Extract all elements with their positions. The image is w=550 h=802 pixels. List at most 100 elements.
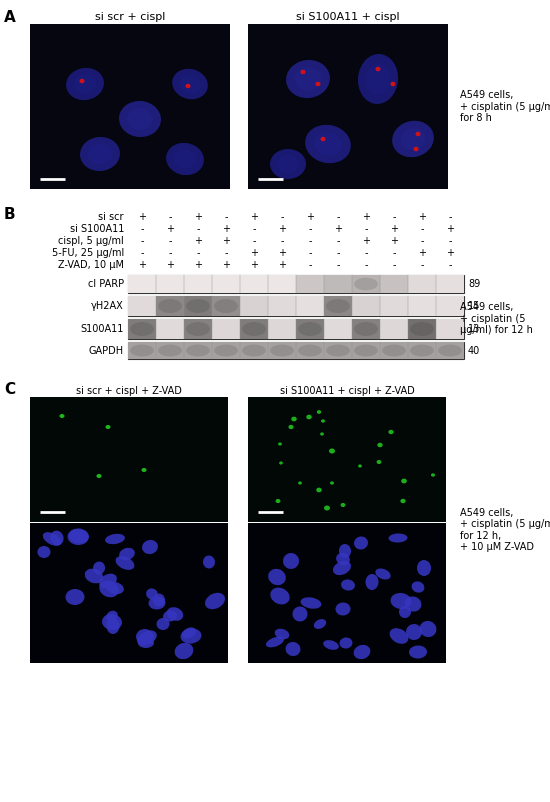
Text: +: +	[418, 248, 426, 258]
Ellipse shape	[320, 432, 324, 435]
Text: -: -	[168, 236, 172, 246]
Ellipse shape	[106, 581, 124, 594]
Ellipse shape	[358, 54, 398, 104]
Ellipse shape	[43, 533, 61, 546]
Bar	[30, 24, 230, 189]
Ellipse shape	[283, 553, 299, 569]
Text: -: -	[448, 212, 452, 222]
Ellipse shape	[138, 638, 154, 648]
Ellipse shape	[142, 540, 158, 554]
Ellipse shape	[130, 345, 154, 356]
Text: -: -	[140, 224, 144, 234]
Ellipse shape	[377, 443, 383, 448]
Bar	[156, 319, 184, 339]
Ellipse shape	[377, 460, 381, 464]
Ellipse shape	[182, 627, 196, 638]
Text: A549 cells,
+ cisplatin (5 μg/ml)
for 8 h: A549 cells, + cisplatin (5 μg/ml) for 8 …	[460, 90, 550, 123]
Ellipse shape	[388, 533, 408, 542]
Ellipse shape	[298, 345, 322, 356]
Text: 15: 15	[468, 301, 480, 311]
Text: Z-VAD, 10 μM: Z-VAD, 10 μM	[58, 260, 124, 270]
Bar	[352, 296, 380, 316]
Ellipse shape	[400, 128, 426, 150]
Text: +: +	[138, 260, 146, 270]
Ellipse shape	[288, 425, 294, 429]
Ellipse shape	[399, 606, 411, 618]
Text: +: +	[222, 224, 230, 234]
Ellipse shape	[295, 67, 321, 91]
Text: -: -	[364, 248, 368, 258]
Text: +: +	[418, 212, 426, 222]
Bar	[248, 523, 446, 663]
Ellipse shape	[341, 579, 355, 590]
Ellipse shape	[392, 121, 434, 157]
Ellipse shape	[366, 574, 378, 590]
Ellipse shape	[286, 60, 330, 98]
Ellipse shape	[158, 345, 182, 356]
Bar	[408, 275, 436, 293]
Ellipse shape	[148, 597, 166, 610]
Ellipse shape	[119, 101, 161, 137]
Bar	[156, 342, 184, 359]
Ellipse shape	[59, 414, 64, 418]
Ellipse shape	[107, 618, 119, 634]
Text: -: -	[308, 224, 312, 234]
Bar	[408, 319, 436, 339]
Text: +: +	[138, 212, 146, 222]
Ellipse shape	[96, 474, 102, 478]
Ellipse shape	[336, 602, 350, 615]
Bar	[352, 319, 380, 339]
Bar	[324, 275, 352, 293]
Text: +: +	[194, 236, 202, 246]
Text: -: -	[224, 248, 228, 258]
Ellipse shape	[105, 534, 125, 545]
Ellipse shape	[278, 443, 282, 446]
Text: +: +	[390, 236, 398, 246]
Text: +: +	[166, 260, 174, 270]
Ellipse shape	[153, 593, 165, 606]
Bar	[184, 296, 212, 316]
Text: cl PARP: cl PARP	[88, 279, 124, 289]
Ellipse shape	[66, 68, 104, 100]
Text: si S100A11: si S100A11	[70, 224, 124, 234]
Text: si S100A11 + cispl: si S100A11 + cispl	[296, 12, 400, 22]
Ellipse shape	[388, 430, 394, 434]
Bar	[436, 296, 464, 316]
Text: A: A	[4, 10, 16, 25]
Text: -: -	[252, 224, 256, 234]
Text: A549 cells,
+ cisplatin (5 μg/ml)
for 12 h,
+ 10 μM Z-VAD: A549 cells, + cisplatin (5 μg/ml) for 12…	[460, 508, 550, 553]
Ellipse shape	[179, 75, 201, 93]
Ellipse shape	[285, 642, 300, 656]
Bar	[128, 275, 464, 293]
Ellipse shape	[69, 529, 89, 544]
Ellipse shape	[321, 419, 325, 423]
Bar	[248, 24, 448, 189]
Bar	[248, 397, 446, 522]
Ellipse shape	[354, 645, 370, 659]
Text: -: -	[308, 248, 312, 258]
Ellipse shape	[390, 593, 411, 609]
Ellipse shape	[417, 560, 431, 576]
Text: +: +	[278, 248, 286, 258]
Ellipse shape	[354, 322, 378, 336]
Text: -: -	[448, 260, 452, 270]
Text: B: B	[4, 207, 15, 222]
Text: -: -	[420, 260, 424, 270]
Ellipse shape	[329, 448, 335, 454]
Ellipse shape	[375, 569, 390, 580]
Bar	[380, 319, 408, 339]
Bar	[240, 342, 268, 359]
Text: +: +	[250, 212, 258, 222]
Text: -: -	[140, 236, 144, 246]
Ellipse shape	[276, 499, 280, 503]
Text: +: +	[278, 260, 286, 270]
Ellipse shape	[128, 108, 152, 130]
Text: -: -	[280, 236, 284, 246]
Ellipse shape	[301, 597, 321, 609]
Bar	[436, 342, 464, 359]
Ellipse shape	[85, 569, 103, 583]
Ellipse shape	[306, 415, 312, 419]
Ellipse shape	[400, 499, 405, 503]
Ellipse shape	[415, 132, 421, 136]
Ellipse shape	[323, 640, 339, 650]
